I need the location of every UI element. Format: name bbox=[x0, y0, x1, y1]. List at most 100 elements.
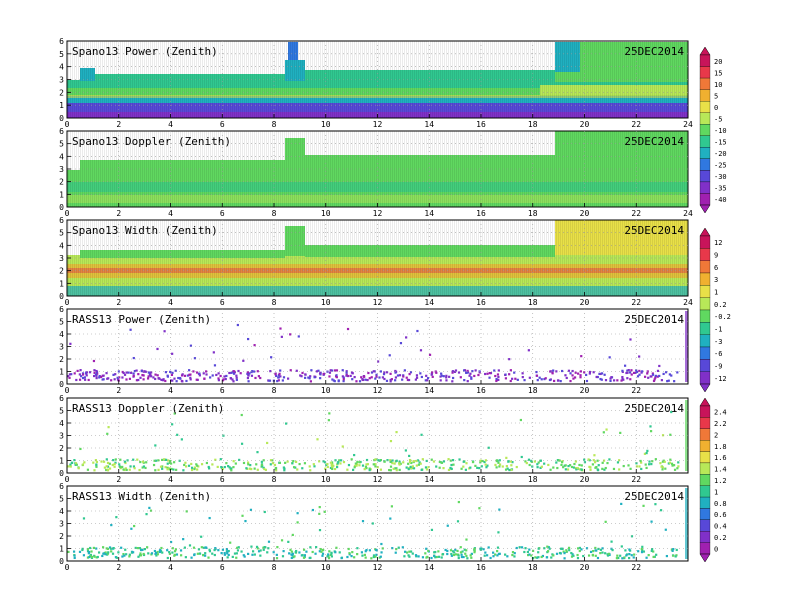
data-point bbox=[205, 373, 208, 376]
data-point bbox=[409, 371, 413, 374]
data-point bbox=[329, 553, 332, 557]
data-point bbox=[375, 375, 378, 378]
data-point bbox=[169, 459, 172, 463]
data-point bbox=[677, 465, 680, 468]
colorbar-bottom-arrow bbox=[699, 204, 711, 214]
data-point bbox=[289, 333, 292, 336]
x-tick-label: 6 bbox=[220, 386, 225, 395]
data-point bbox=[144, 370, 147, 373]
data-point bbox=[385, 379, 389, 382]
data-point bbox=[521, 376, 524, 379]
data-point bbox=[562, 466, 565, 469]
data-point bbox=[426, 379, 429, 382]
data-point bbox=[353, 466, 356, 469]
data-point bbox=[374, 463, 377, 466]
data-point bbox=[105, 372, 108, 375]
data-point bbox=[466, 380, 469, 383]
data-point bbox=[619, 554, 622, 557]
data-point bbox=[571, 369, 574, 373]
data-point bbox=[335, 374, 338, 377]
data-point bbox=[257, 375, 260, 378]
data-point bbox=[654, 503, 657, 506]
data-point bbox=[558, 551, 562, 555]
data-point bbox=[105, 465, 108, 468]
data-point bbox=[671, 549, 674, 552]
colorbar-segment bbox=[699, 101, 711, 113]
data-point bbox=[641, 545, 644, 548]
data-point bbox=[75, 378, 78, 382]
data-point bbox=[395, 467, 398, 470]
data-point bbox=[213, 548, 216, 552]
data-point bbox=[496, 554, 499, 557]
data-point bbox=[668, 461, 672, 464]
x-tick-label: 10 bbox=[321, 563, 331, 572]
data-point bbox=[267, 540, 271, 543]
edge-strip bbox=[685, 311, 688, 382]
data-point bbox=[462, 555, 465, 559]
x-tick-label: 12 bbox=[373, 209, 383, 218]
data-point bbox=[106, 432, 109, 435]
data-point bbox=[392, 467, 395, 470]
data-point bbox=[246, 372, 249, 375]
colorbar-bottom-arrow bbox=[699, 553, 711, 563]
data-point bbox=[330, 552, 333, 555]
colorbar-segment bbox=[699, 193, 711, 206]
data-point bbox=[223, 465, 226, 469]
data-point bbox=[309, 375, 312, 378]
data-point bbox=[633, 553, 636, 556]
data-point bbox=[247, 552, 250, 556]
data-point bbox=[641, 370, 644, 373]
data-point bbox=[523, 379, 526, 382]
data-point bbox=[449, 459, 452, 462]
data-point bbox=[426, 555, 429, 559]
colorbar-segment bbox=[699, 309, 711, 323]
data-point bbox=[128, 553, 131, 556]
data-point bbox=[578, 463, 581, 467]
colorbar-tick-label: 1 bbox=[714, 289, 718, 297]
data-point bbox=[88, 371, 92, 374]
y-tick-label: 5 bbox=[59, 407, 64, 416]
data-point bbox=[588, 370, 592, 374]
colorbar-segment bbox=[699, 181, 711, 194]
x-tick-label: 10 bbox=[321, 386, 331, 395]
y-tick-label: 6 bbox=[59, 482, 64, 491]
data-point bbox=[88, 550, 91, 554]
data-point bbox=[520, 455, 523, 459]
data-point bbox=[145, 461, 148, 464]
colorbar-bottom-arrow bbox=[699, 383, 711, 393]
data-point bbox=[438, 460, 441, 464]
data-point bbox=[275, 374, 278, 378]
data-point bbox=[647, 376, 650, 379]
data-point bbox=[154, 373, 157, 376]
data-point bbox=[141, 466, 144, 469]
data-point bbox=[331, 369, 334, 372]
data-point bbox=[460, 553, 463, 556]
data-point bbox=[198, 374, 201, 377]
data-point bbox=[374, 377, 377, 380]
data-point bbox=[547, 546, 550, 549]
data-point bbox=[140, 370, 143, 373]
data-point bbox=[237, 369, 240, 373]
data-point bbox=[105, 547, 108, 550]
data-point bbox=[508, 373, 511, 376]
data-point bbox=[263, 510, 266, 514]
data-point bbox=[580, 468, 583, 471]
data-point bbox=[419, 462, 422, 465]
data-point bbox=[263, 546, 266, 549]
data-point bbox=[636, 375, 640, 378]
data-point bbox=[609, 377, 612, 380]
data-point bbox=[166, 374, 169, 377]
data-point bbox=[638, 355, 641, 358]
data-point bbox=[572, 554, 575, 557]
x-tick-label: 20 bbox=[580, 563, 590, 572]
data-point bbox=[390, 505, 393, 508]
data-point bbox=[247, 463, 250, 466]
data-point bbox=[527, 349, 530, 352]
data-point bbox=[445, 374, 448, 377]
data-point bbox=[623, 556, 626, 559]
data-point bbox=[100, 375, 103, 378]
data-point bbox=[184, 461, 187, 464]
data-point bbox=[651, 460, 654, 463]
colorbar-tick-label: 1.6 bbox=[714, 454, 727, 462]
data-point bbox=[142, 552, 145, 556]
